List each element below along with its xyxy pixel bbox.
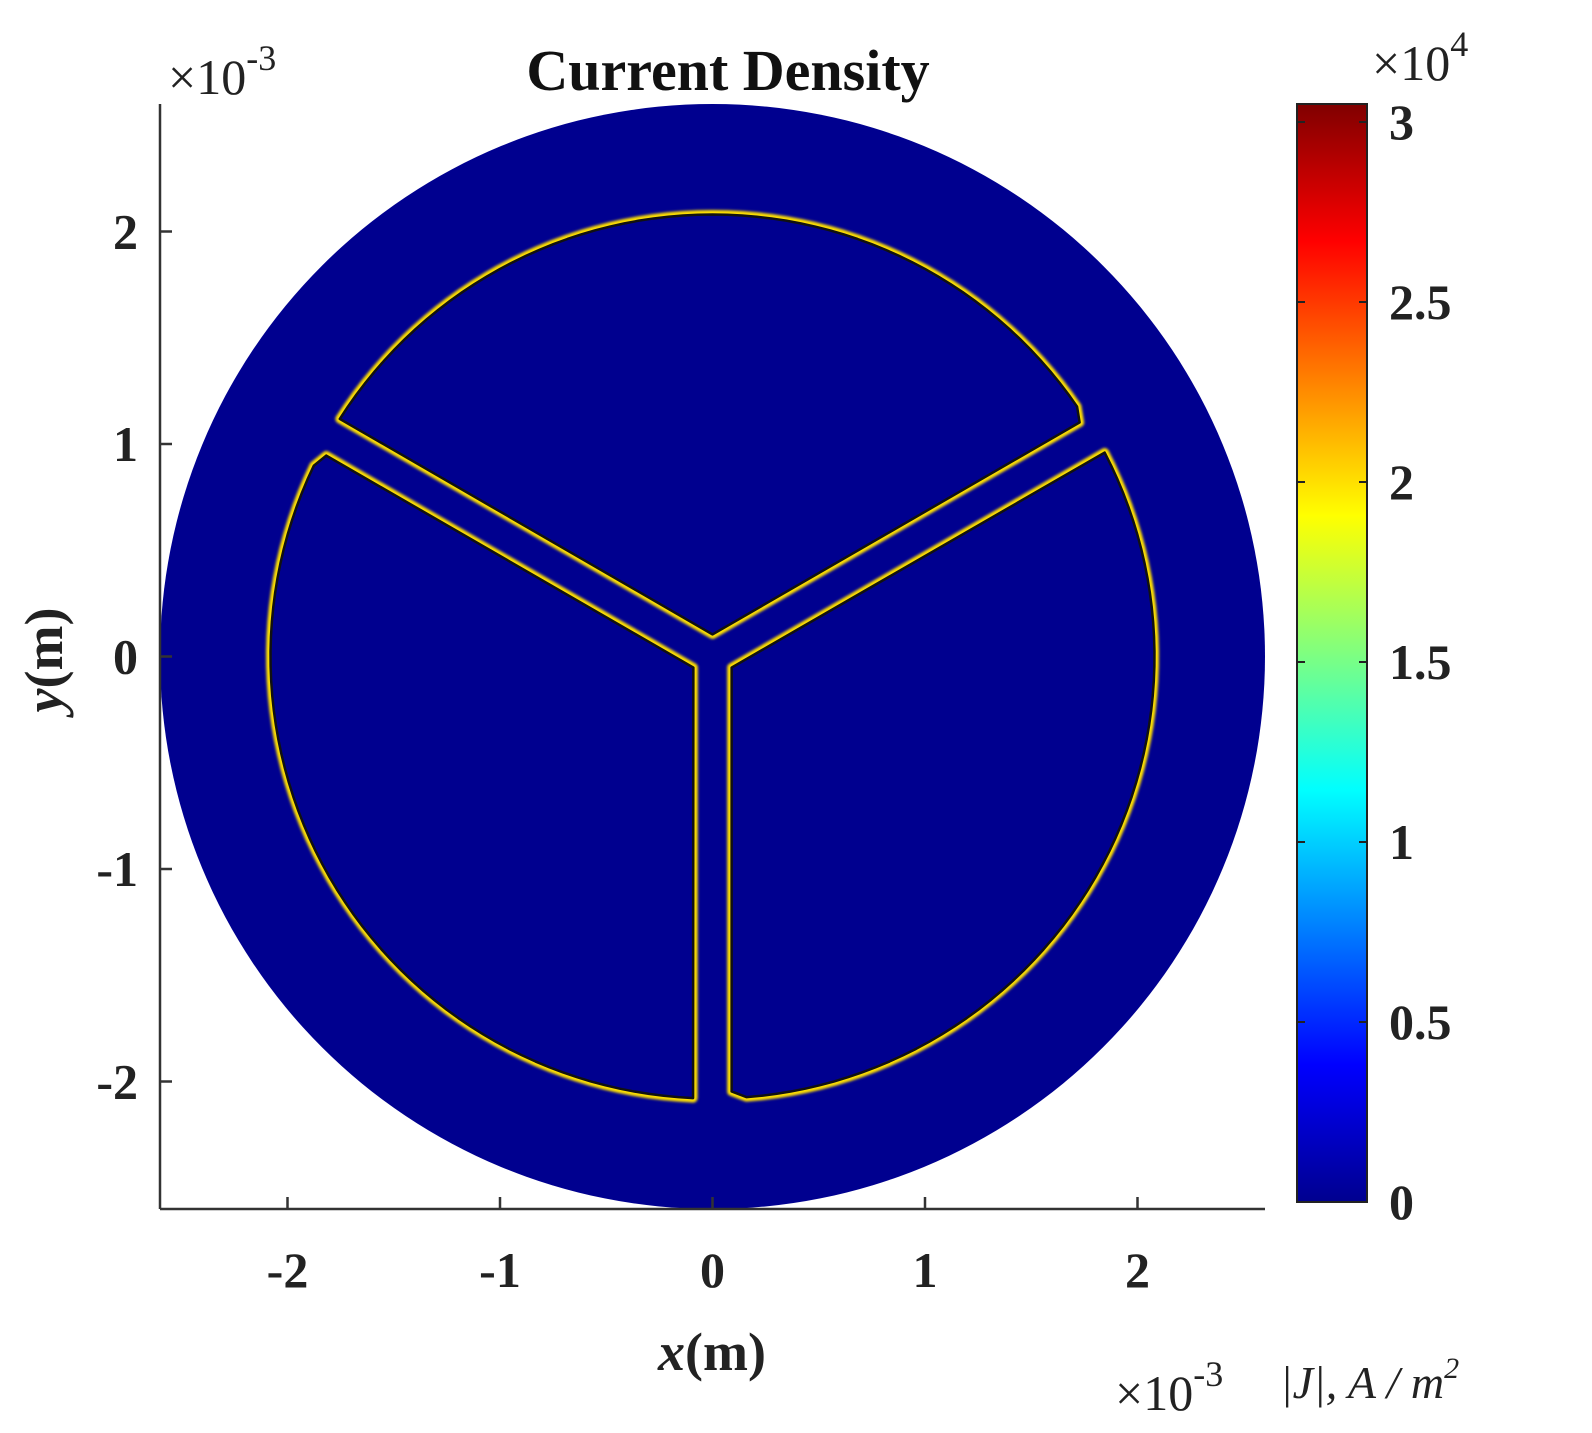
axes: -2 -1 0 1 2 2 1 0 -1 -2 <box>96 104 1265 1298</box>
colorbar-exponent-pow: 4 <box>1450 24 1468 64</box>
y-ticks: 2 1 0 -1 -2 <box>96 204 172 1110</box>
colorbar: 0 0.5 1 1.5 2 2.5 3 ×104 <box>1296 24 1468 1230</box>
y-axis-var: y <box>14 687 74 718</box>
colorbar-label-sup: 2 <box>1444 1352 1459 1385</box>
y-axis-unit: (m) <box>14 608 74 689</box>
x-axis-unit: (m) <box>685 1322 766 1382</box>
x-tick-label: 1 <box>913 1242 938 1298</box>
x-ticks: -2 -1 0 1 2 <box>267 1197 1150 1298</box>
y-exponent-mult: ×10 <box>168 49 246 105</box>
colorbar-tick-label: 3 <box>1389 94 1414 150</box>
colorbar-tick-label: 2 <box>1389 454 1414 510</box>
colorbar-tick-label: 1 <box>1389 814 1414 870</box>
colorbar-gradient <box>1296 103 1368 1203</box>
svg-text:×10-3: ×10-3 <box>1115 1354 1223 1421</box>
conductor-sector-upper <box>338 213 1081 636</box>
x-exponent-pow: -3 <box>1193 1354 1223 1394</box>
x-axis-label: x(m) <box>657 1322 766 1382</box>
conductor-sector-lower-right <box>730 451 1156 1099</box>
y-exponent-pow: -3 <box>246 38 276 78</box>
y-tick-label: -1 <box>96 841 138 897</box>
colorbar-tick-label: 2.5 <box>1389 274 1452 330</box>
colorbar-tick-label: 0 <box>1389 1174 1414 1230</box>
colorbar-label: |J|, A / m2 <box>1280 1352 1459 1408</box>
colorbar-label-text: |J|, A / m <box>1280 1357 1444 1408</box>
y-tick-label: 2 <box>113 204 138 260</box>
x-exponent: ×10-3 <box>1115 1354 1223 1421</box>
conductor-sectors <box>269 213 1156 1100</box>
x-tick-label: -1 <box>479 1242 521 1298</box>
y-tick-label: 0 <box>113 629 138 685</box>
y-exponent: ×10-3 <box>168 38 276 105</box>
chart-title: Current Density <box>526 38 929 103</box>
colorbar-exponent: ×104 <box>1372 24 1468 91</box>
svg-text:×10-3: ×10-3 <box>168 38 276 105</box>
conductor-sector-lower-left <box>269 454 695 1100</box>
x-exponent-mult: ×10 <box>1115 1365 1193 1421</box>
x-tick-label: 2 <box>1125 1242 1150 1298</box>
colorbar-tick-label: 1.5 <box>1389 634 1452 690</box>
y-tick-label: -2 <box>96 1054 138 1110</box>
y-axis-label: y(m) <box>14 608 74 719</box>
y-tick-label: 1 <box>113 416 138 472</box>
x-axis-var: x <box>657 1322 685 1382</box>
heatmap-plot-area <box>160 104 1265 1209</box>
x-tick-label: -2 <box>267 1242 309 1298</box>
x-tick-label: 0 <box>700 1242 725 1298</box>
colorbar-ticks: 0 0.5 1 1.5 2 2.5 3 <box>1297 94 1452 1230</box>
colorbar-exponent-mult: ×10 <box>1372 35 1450 91</box>
colorbar-tick-label: 0.5 <box>1389 994 1452 1050</box>
